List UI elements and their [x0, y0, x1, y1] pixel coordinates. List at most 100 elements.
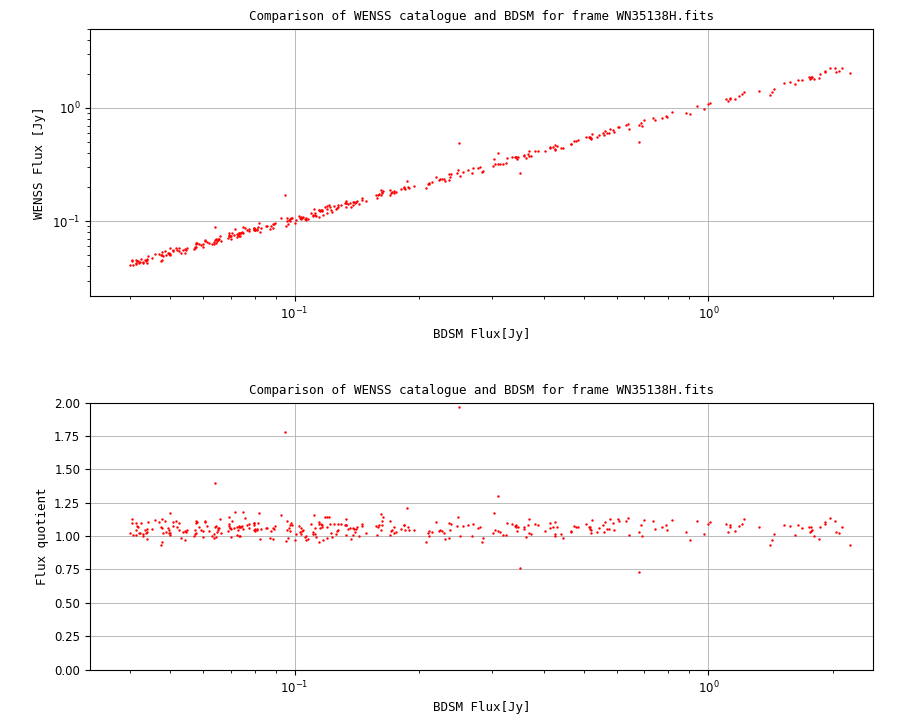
Point	[166, 245, 180, 256]
Point	[584, 515, 598, 526]
Point	[278, 189, 293, 201]
Point	[582, 521, 597, 533]
Point	[660, 112, 674, 123]
Point	[680, 107, 694, 118]
Point	[136, 257, 150, 269]
Point	[154, 254, 168, 266]
Point	[513, 562, 527, 574]
Point	[248, 525, 262, 536]
Point	[308, 528, 322, 539]
Point	[247, 519, 261, 531]
Point	[466, 518, 481, 530]
Point	[239, 225, 254, 236]
Point	[442, 517, 456, 528]
Point	[151, 516, 166, 528]
Point	[491, 158, 505, 170]
Point	[343, 197, 357, 209]
Point	[162, 248, 176, 260]
Point	[221, 227, 236, 238]
Point	[818, 518, 832, 530]
Point	[508, 151, 523, 163]
Point	[442, 532, 456, 544]
Point	[264, 525, 278, 536]
Point	[125, 256, 140, 267]
Point	[211, 523, 225, 535]
Point	[344, 533, 358, 544]
Point	[267, 521, 282, 532]
Point	[189, 516, 203, 527]
Point	[818, 66, 832, 78]
Point	[283, 215, 297, 227]
Point	[305, 210, 320, 222]
Point	[154, 521, 168, 533]
Point	[645, 112, 660, 124]
Point	[700, 98, 715, 109]
Point	[163, 249, 177, 261]
Point	[842, 539, 857, 551]
Point	[331, 518, 346, 529]
Point	[249, 224, 264, 235]
Point	[598, 516, 613, 527]
Point	[550, 140, 564, 152]
Point	[425, 176, 439, 188]
Point	[312, 518, 327, 529]
Point	[299, 212, 313, 224]
Point	[737, 513, 751, 525]
Point	[189, 238, 203, 249]
Point	[324, 527, 338, 539]
Point	[805, 72, 819, 84]
Point	[292, 520, 306, 531]
Point	[500, 529, 514, 541]
Point	[196, 238, 211, 250]
Point	[238, 222, 253, 234]
Y-axis label: Flux quotient: Flux quotient	[36, 487, 49, 585]
Point	[233, 521, 248, 532]
Point	[285, 212, 300, 224]
Point	[221, 232, 236, 243]
Point	[200, 235, 214, 247]
Point	[161, 247, 176, 258]
Point	[372, 189, 386, 200]
Point	[432, 524, 446, 536]
Point	[224, 531, 238, 542]
Point	[500, 157, 514, 168]
Point	[400, 502, 415, 513]
Point	[487, 153, 501, 165]
Point	[180, 524, 194, 536]
Point	[242, 224, 256, 235]
Point	[374, 516, 389, 527]
Point	[129, 517, 143, 528]
Point	[554, 142, 569, 153]
Point	[259, 220, 274, 232]
Point	[823, 63, 837, 74]
Point	[234, 227, 248, 238]
Point	[445, 168, 459, 180]
Point	[346, 522, 361, 534]
Point	[637, 514, 652, 526]
Point	[232, 228, 247, 239]
Point	[548, 531, 562, 542]
Point	[537, 526, 552, 537]
Point	[312, 211, 327, 222]
Point	[263, 533, 277, 544]
Point	[723, 92, 737, 104]
Point	[223, 230, 238, 242]
Point	[315, 520, 329, 531]
Point	[323, 518, 338, 529]
Point	[232, 521, 247, 533]
Point	[374, 523, 388, 535]
Point	[346, 197, 361, 208]
Point	[320, 532, 334, 544]
Point	[322, 511, 337, 523]
Point	[179, 526, 194, 538]
Point	[208, 521, 222, 533]
Point	[582, 132, 597, 143]
Point	[767, 84, 781, 95]
Point	[665, 107, 680, 118]
Point	[308, 209, 322, 220]
Point	[429, 171, 444, 183]
Point	[618, 120, 633, 131]
Point	[153, 256, 167, 267]
Point	[140, 253, 154, 265]
Point	[339, 201, 354, 212]
